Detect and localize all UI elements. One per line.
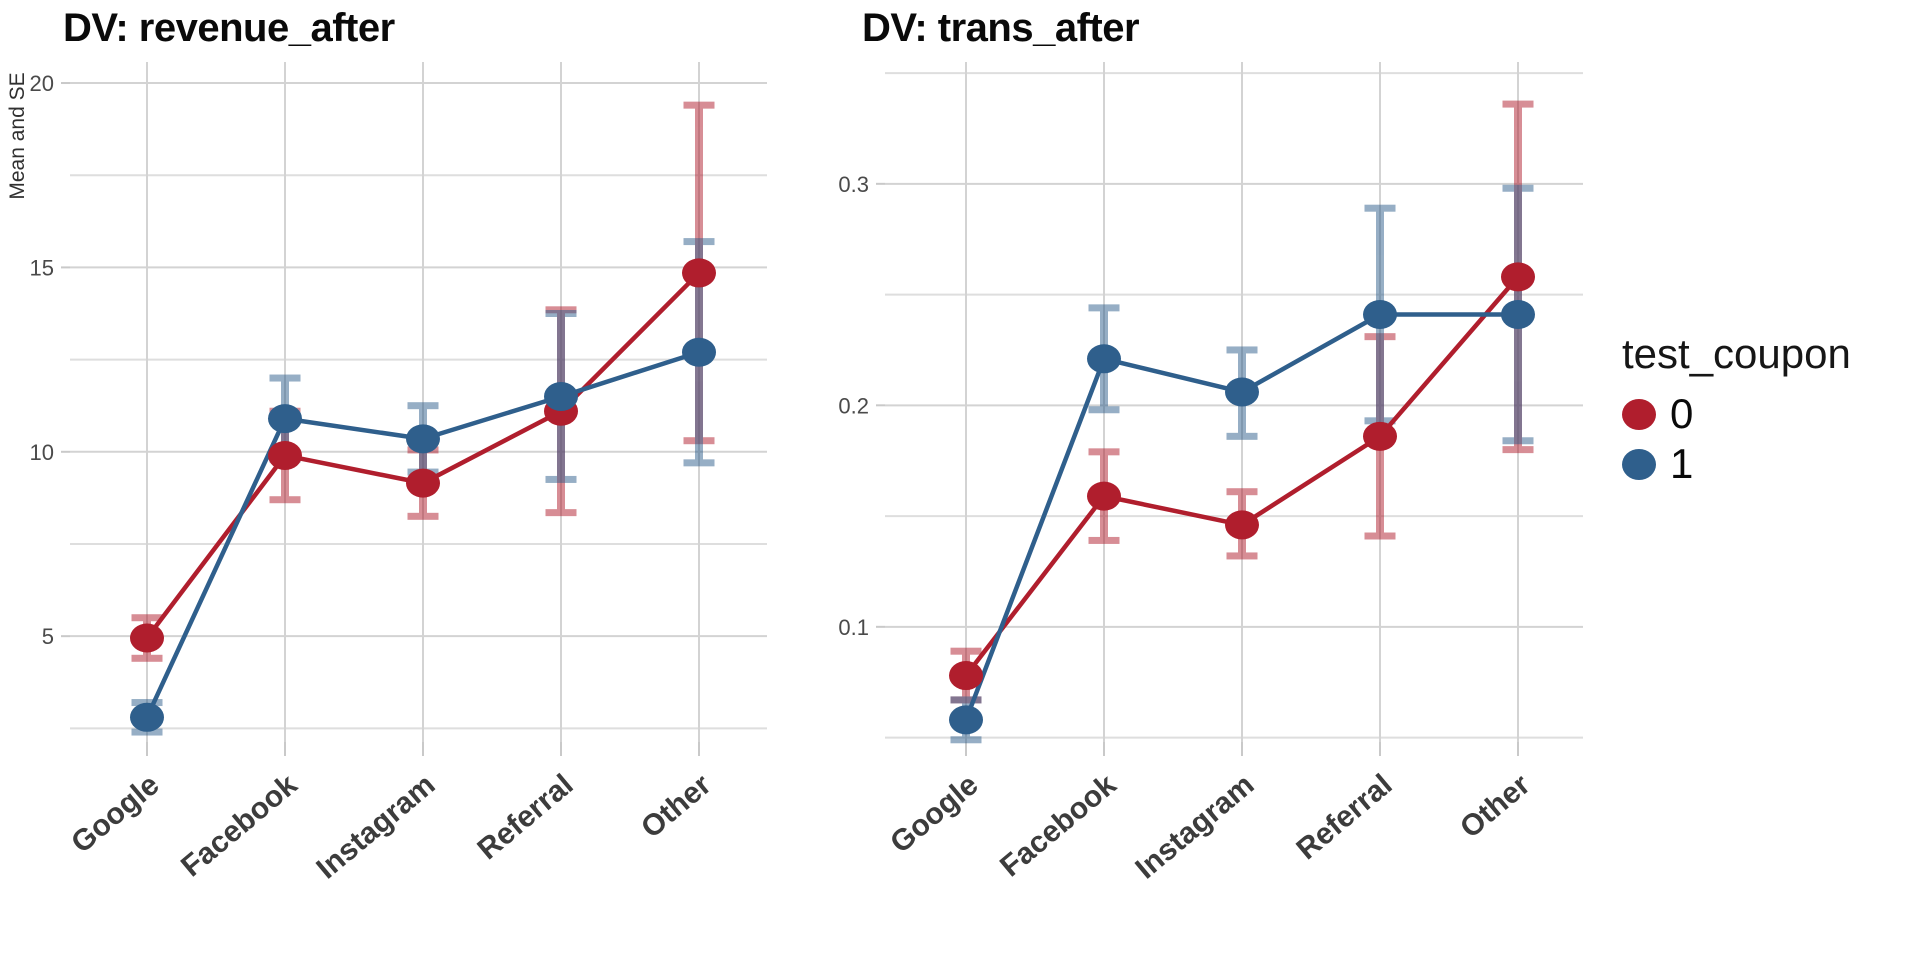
error-bar-cap-bottom <box>407 512 439 520</box>
error-bar-cap-top <box>1226 488 1258 496</box>
error-bar-cap-top <box>683 101 715 109</box>
legend-item-1: 1 <box>1622 442 1851 486</box>
error-bar-cap-bottom <box>1088 406 1120 414</box>
chart-trans-after: 0.1 0.2 0.3 Google Facebook Instagram Referral… <box>838 62 1583 886</box>
y-tick-label: 5 <box>42 624 54 649</box>
error-bar-cap-bottom <box>131 728 163 736</box>
error-bar-cap-top <box>683 238 715 246</box>
y-tick-label: 20 <box>30 71 54 96</box>
error-bar-cap-top <box>131 699 163 707</box>
error-bar-cap-top <box>1502 184 1534 192</box>
data-point <box>949 705 983 735</box>
data-point <box>1225 377 1259 407</box>
data-point <box>268 404 302 434</box>
x-tick-label: Other <box>635 768 718 845</box>
error-bar-cap-top <box>1088 448 1120 456</box>
data-point <box>406 424 440 454</box>
error-bar-cap-top <box>545 309 577 317</box>
y-tick-label: 15 <box>30 255 54 280</box>
data-point <box>1501 300 1535 330</box>
error-bar-cap-top <box>1502 100 1534 108</box>
y-axis-title: Mean and SE <box>6 72 29 200</box>
legend-item-1-label: 1 <box>1670 440 1694 487</box>
error-bar-cap-top <box>131 614 163 622</box>
data-point <box>1087 344 1121 374</box>
error-bar-cap-bottom <box>545 475 577 483</box>
error-bar-cap-bottom <box>1364 417 1396 425</box>
error-bar-cap-top <box>950 647 982 655</box>
y-tick-label: 0.3 <box>838 172 869 197</box>
error-bar-cap-bottom <box>131 654 163 662</box>
error-bar-cap-top <box>1088 304 1120 312</box>
legend-swatch-1-icon <box>1622 448 1656 480</box>
error-bar-cap-top <box>545 306 577 314</box>
error-bar-cap-bottom <box>683 459 715 467</box>
data-point <box>1363 300 1397 330</box>
legend: test_coupon 0 1 <box>1622 330 1851 492</box>
y-tick-label: 0.1 <box>838 615 869 640</box>
data-point <box>130 702 164 732</box>
x-tick-label: Facebook <box>994 768 1123 883</box>
error-bar-cap-top <box>407 402 439 410</box>
chart-title-trans-after: DV: trans_after <box>862 6 1140 50</box>
x-tick-label: Instagram <box>310 768 441 885</box>
x-tick-label: Facebook <box>175 768 304 883</box>
error-bar-cap-bottom <box>1364 532 1396 540</box>
data-point <box>949 661 983 691</box>
error-bar-cap-bottom <box>269 496 301 504</box>
error-bar-cap-bottom <box>1226 552 1258 560</box>
legend-item-0-label: 0 <box>1670 390 1694 437</box>
error-bar-cap-top <box>950 696 982 704</box>
error-bar-cap-bottom <box>1502 437 1534 445</box>
error-bar-cap-bottom <box>1226 432 1258 440</box>
x-tick-label: Other <box>1454 768 1537 845</box>
chart-title-revenue-after: DV: revenue_after <box>63 6 395 50</box>
data-point <box>682 258 716 288</box>
legend-title: test_coupon <box>1622 330 1851 377</box>
data-point <box>682 337 716 367</box>
chart-revenue-after: 5 10 15 20 Google Facebook Instagram Referral Ot… <box>30 62 767 886</box>
y-tick-label: 0.2 <box>838 393 869 418</box>
data-point <box>130 623 164 653</box>
data-point <box>406 468 440 498</box>
x-tick-label: Google <box>65 768 165 860</box>
y-tick-label: 10 <box>30 440 54 465</box>
error-bar-cap-bottom <box>545 509 577 517</box>
error-bar-cap-bottom <box>950 736 982 744</box>
x-tick-label: Referral <box>471 768 579 866</box>
data-point <box>1501 262 1535 292</box>
error-bar-cap-top <box>1364 204 1396 212</box>
x-tick-label: Referral <box>1290 768 1398 866</box>
legend-swatch-0-icon <box>1622 398 1656 430</box>
error-bar-cap-top <box>269 374 301 382</box>
error-bar-cap-top <box>1226 346 1258 354</box>
error-bar-cap-bottom <box>1088 536 1120 544</box>
data-point <box>1363 421 1397 451</box>
legend-item-0: 0 <box>1622 392 1851 436</box>
data-point <box>544 381 578 411</box>
x-tick-label: Instagram <box>1129 768 1260 885</box>
data-point <box>1225 510 1259 540</box>
data-point <box>268 440 302 470</box>
data-point <box>1087 481 1121 511</box>
x-tick-label: Google <box>884 768 984 860</box>
error-bar-cap-bottom <box>1502 446 1534 454</box>
